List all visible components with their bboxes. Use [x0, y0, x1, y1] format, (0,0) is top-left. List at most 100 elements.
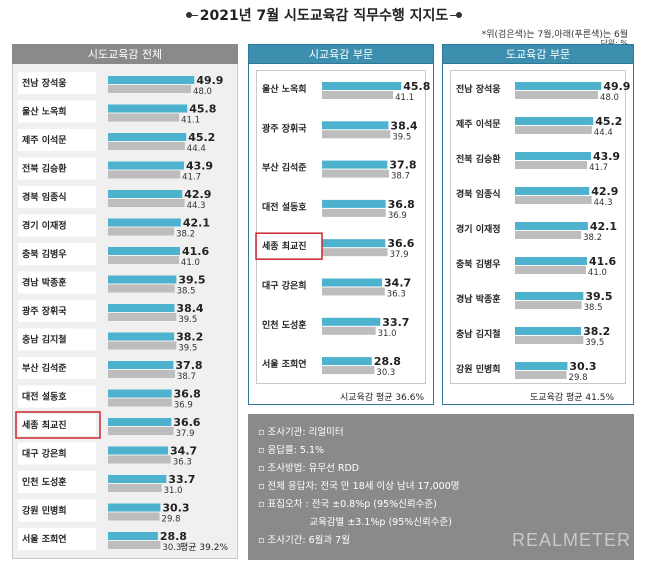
category-label-c1-r6: 인천 도성훈 — [262, 319, 307, 331]
value-label-previous-c0-r7: 38.5 — [177, 287, 196, 297]
category-label-c2-r8: 강원 민병희 — [456, 363, 501, 375]
value-label-current-c0-r0: 49.9 — [196, 74, 223, 87]
bar-current-c2-r4 — [515, 222, 588, 230]
panel-title-all: 시도교육감 전체 — [87, 48, 163, 61]
value-label-current-c0-r7: 39.5 — [178, 274, 205, 287]
value-label-current-c1-r1: 38.4 — [390, 119, 417, 132]
category-label-c2-r7: 충남 김지철 — [456, 328, 501, 340]
value-label-current-c2-r4: 42.1 — [590, 220, 617, 233]
title-rule-right — [450, 15, 458, 16]
bar-current-c0-r0 — [108, 76, 195, 84]
category-label-c1-r2: 부산 김석준 — [262, 162, 307, 174]
panel-header-city: 시교육감 부문 — [248, 44, 434, 64]
category-label-c2-r2: 전북 김승환 — [456, 153, 501, 165]
bar-current-c0-r12 — [108, 418, 172, 426]
bar-current-c0-r6 — [108, 247, 180, 255]
value-label-previous-c0-r12: 37.9 — [176, 429, 195, 439]
row-label-card-c2-r6 — [452, 288, 510, 310]
bar-previous-c2-r2 — [515, 161, 588, 169]
bar-previous-c2-r5 — [515, 266, 586, 274]
category-label-c0-r0: 전남 장석웅 — [22, 77, 67, 89]
bar-previous-c1-r1 — [322, 130, 391, 139]
bar-previous-c0-r5 — [108, 227, 175, 236]
category-label-c1-r0: 울산 노옥희 — [262, 83, 307, 95]
panel-title-city: 시교육감 부문 — [308, 48, 374, 61]
province-average-label: 도교육감 평균 41.5% — [530, 393, 614, 403]
category-label-c1-r7: 서울 조희연 — [262, 358, 307, 370]
category-label-c0-r10: 부산 김석준 — [22, 362, 67, 374]
city-average-label: 시교육감 평균 36.6% — [340, 393, 424, 403]
bar-previous-c0-r8 — [108, 313, 177, 321]
bar-previous-c0-r16 — [108, 541, 161, 549]
value-label-current-c2-r7: 38.2 — [583, 325, 610, 338]
row-label-card-c0-r4 — [18, 186, 96, 208]
value-label-previous-c0-r4: 44.3 — [187, 201, 206, 211]
value-label-current-c2-r2: 43.9 — [593, 150, 620, 163]
value-label-current-c2-r1: 45.2 — [595, 115, 622, 128]
category-label-c1-r5: 대구 강은희 — [262, 280, 307, 292]
bar-current-c1-r2 — [322, 160, 388, 169]
value-label-current-c0-r9: 38.2 — [176, 331, 203, 344]
value-label-previous-c2-r6: 38.5 — [584, 303, 603, 313]
value-label-current-c0-r14: 33.7 — [168, 473, 195, 486]
bar-previous-c0-r11 — [108, 398, 172, 407]
bar-current-c0-r9 — [108, 332, 175, 341]
value-label-current-c0-r15: 30.3 — [162, 502, 189, 515]
category-label-c1-r4: 세종 최교진 — [262, 240, 307, 252]
bar-current-c1-r0 — [322, 82, 402, 90]
row-label-card-c0-r6 — [18, 243, 96, 265]
bar-current-c1-r3 — [322, 199, 386, 208]
bar-previous-c0-r13 — [108, 455, 171, 464]
value-label-current-c0-r3: 43.9 — [186, 160, 213, 173]
row-label-card-c0-r15 — [18, 499, 96, 522]
bar-current-c1-r4 — [322, 239, 386, 248]
info-line-sampling-error-each: 교육감별 ±3.1%p (95%신뢰수준) — [258, 517, 452, 528]
bar-current-c1-r6 — [322, 317, 381, 326]
bar-current-c2-r6 — [515, 292, 584, 300]
value-label-previous-c1-r1: 39.5 — [392, 132, 411, 142]
value-label-current-c1-r4: 36.6 — [387, 237, 414, 250]
bar-current-c2-r3 — [515, 187, 590, 195]
category-label-c0-r2: 제주 이석문 — [22, 134, 67, 146]
value-label-previous-c0-r14: 31.0 — [164, 486, 183, 496]
bar-current-c0-r8 — [108, 304, 175, 312]
bar-current-c0-r1 — [108, 104, 188, 113]
bar-current-c2-r7 — [515, 327, 582, 335]
category-label-c0-r3: 전북 김승환 — [22, 163, 67, 175]
title-ornament-left — [186, 12, 192, 18]
row-label-card-c1-r1 — [258, 117, 318, 140]
bar-current-c0-r16 — [108, 532, 158, 540]
value-label-previous-c1-r6: 31.0 — [378, 329, 397, 339]
survey-info-box — [248, 414, 634, 560]
bar-previous-c0-r12 — [108, 427, 174, 435]
row-label-card-c0-r0 — [18, 72, 96, 94]
value-label-previous-c2-r8: 29.8 — [569, 373, 588, 383]
bar-previous-c0-r14 — [108, 484, 162, 492]
value-label-previous-c0-r0: 48.0 — [193, 87, 212, 97]
bar-current-c2-r2 — [515, 152, 591, 160]
category-label-c0-r11: 대전 설동호 — [22, 391, 67, 403]
bar-current-c0-r3 — [108, 161, 184, 170]
info-line-sampling-error: ▫ 표집오차 : 전국 ±0.8%p (95%신뢰수준) — [258, 499, 437, 510]
overall-average-label: 평균 39.2% — [180, 543, 229, 553]
value-label-previous-c1-r2: 38.7 — [391, 172, 410, 182]
bar-previous-c2-r0 — [515, 91, 599, 99]
value-label-current-c1-r5: 34.7 — [384, 277, 411, 290]
highlight-box-c0-r12 — [15, 411, 101, 439]
bar-previous-c0-r1 — [108, 113, 180, 122]
row-label-card-c0-r3 — [18, 157, 96, 180]
row-label-card-c2-r5 — [452, 253, 510, 275]
value-label-previous-c0-r13: 36.3 — [173, 458, 192, 468]
category-label-c0-r15: 강원 민병희 — [22, 505, 67, 517]
value-label-current-c1-r6: 33.7 — [382, 316, 409, 329]
info-line-respondents: ▫ 전체 응답자: 전국 만 18세 이상 남녀 17,000명 — [258, 481, 460, 492]
category-label-c0-r5: 경기 이재정 — [22, 220, 67, 232]
bar-previous-c0-r9 — [108, 341, 177, 350]
bar-previous-c0-r4 — [108, 199, 185, 207]
row-label-card-c0-r11 — [18, 385, 96, 408]
bar-current-c0-r14 — [108, 475, 167, 483]
bar-current-c2-r5 — [515, 257, 587, 265]
bar-current-c0-r15 — [108, 503, 161, 512]
bar-previous-c0-r10 — [108, 370, 175, 378]
value-label-current-c0-r6: 41.6 — [182, 245, 209, 258]
